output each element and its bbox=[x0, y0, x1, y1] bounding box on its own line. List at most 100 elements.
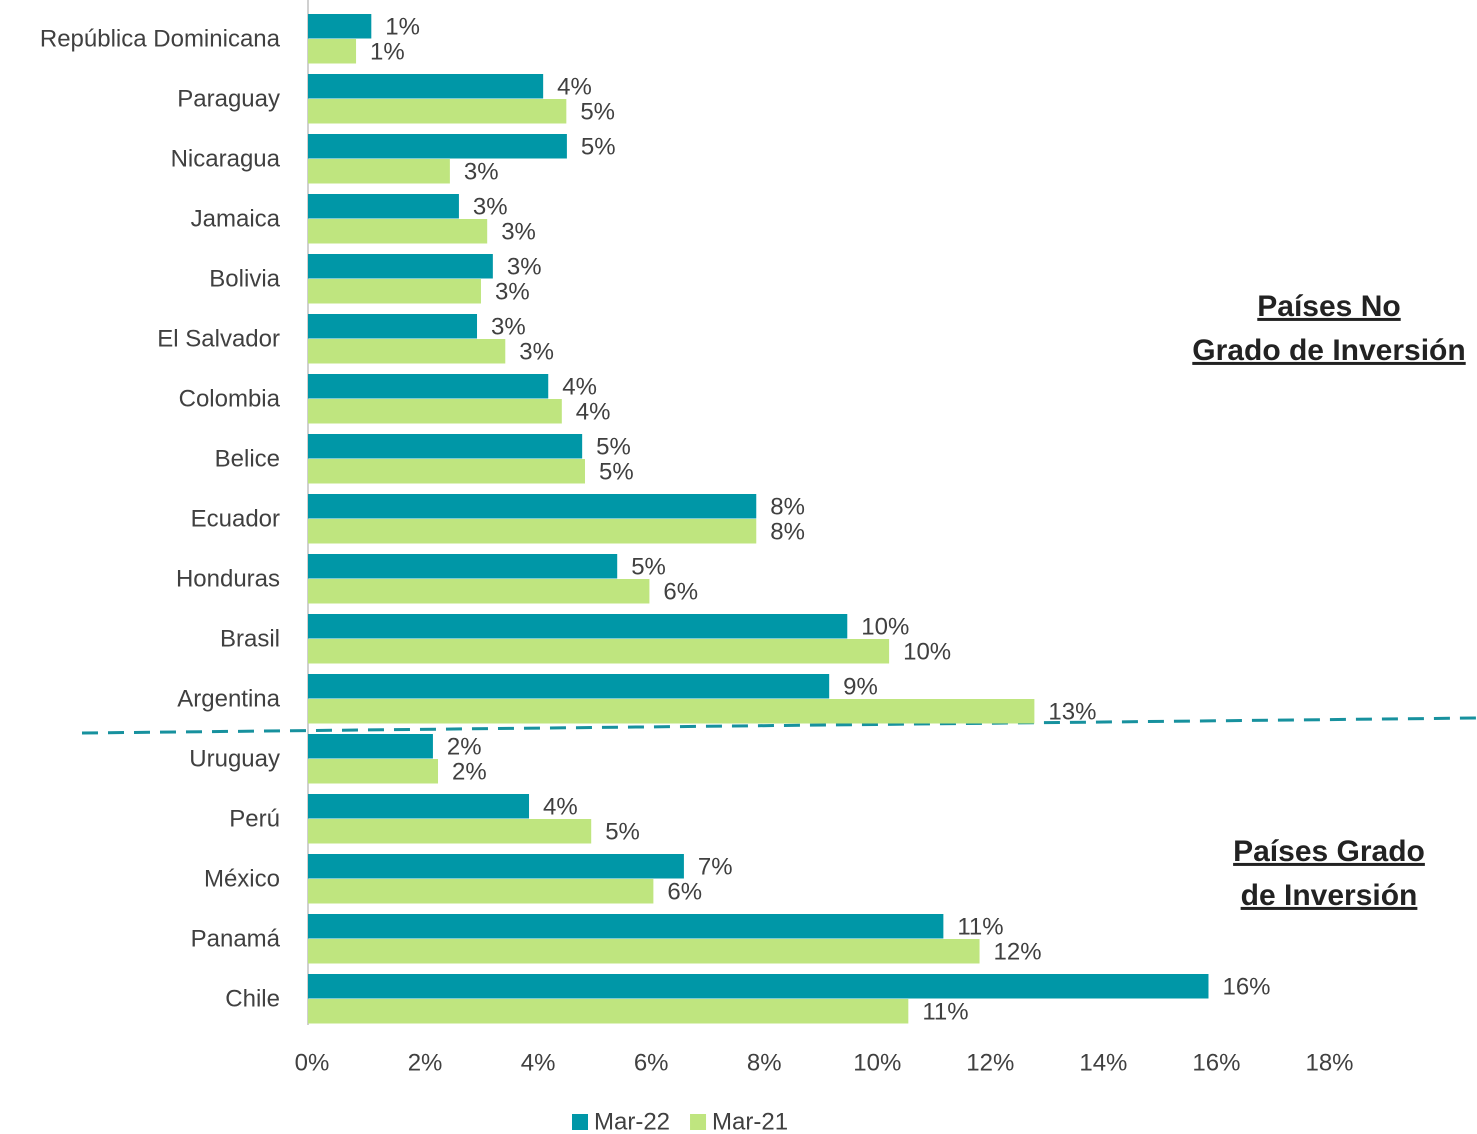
y-tick-label: Belice bbox=[215, 445, 280, 472]
x-tick-label: 12% bbox=[966, 1049, 1014, 1076]
bar bbox=[308, 699, 1035, 724]
y-tick-label: Argentina bbox=[177, 685, 280, 712]
data-label: 6% bbox=[663, 579, 698, 606]
legend-swatch bbox=[572, 1114, 588, 1130]
data-label: 9% bbox=[843, 674, 878, 701]
data-label: 10% bbox=[861, 614, 909, 641]
bar bbox=[308, 614, 848, 639]
legend-label: Mar-21 bbox=[712, 1108, 788, 1134]
data-label: 11% bbox=[957, 914, 1003, 941]
y-tick-label: Perú bbox=[229, 805, 280, 832]
bar bbox=[308, 519, 757, 544]
y-tick-label: Ecuador bbox=[191, 505, 280, 532]
data-label: 3% bbox=[507, 254, 542, 281]
y-tick-label: Honduras bbox=[176, 565, 280, 592]
bar bbox=[308, 674, 830, 699]
data-label: 3% bbox=[519, 339, 554, 366]
bar bbox=[308, 279, 481, 304]
data-label: 2% bbox=[447, 734, 482, 761]
bar bbox=[308, 819, 592, 844]
bar bbox=[308, 374, 549, 399]
data-label: 5% bbox=[631, 554, 666, 581]
bar bbox=[308, 99, 567, 124]
bar bbox=[308, 39, 357, 64]
legend-swatch bbox=[690, 1114, 707, 1130]
y-tick-label: Panamá bbox=[191, 925, 281, 952]
bar bbox=[308, 579, 650, 604]
bar bbox=[308, 759, 439, 784]
data-label: 5% bbox=[605, 819, 640, 846]
bar bbox=[308, 974, 1209, 999]
bar bbox=[308, 314, 478, 339]
bar bbox=[308, 339, 506, 364]
x-tick-label: 8% bbox=[747, 1049, 782, 1076]
y-tick-label: Brasil bbox=[220, 625, 280, 652]
data-label: 2% bbox=[452, 759, 487, 786]
bar bbox=[308, 434, 583, 459]
bar bbox=[308, 159, 450, 184]
data-label: 5% bbox=[596, 434, 631, 461]
y-tick-label: República Dominicana bbox=[40, 25, 281, 52]
y-tick-label: Colombia bbox=[179, 385, 281, 412]
data-label: 4% bbox=[557, 74, 592, 101]
data-label: 6% bbox=[667, 879, 702, 906]
bar bbox=[308, 219, 488, 244]
bar bbox=[308, 194, 459, 219]
bar bbox=[308, 999, 909, 1024]
bar bbox=[308, 459, 585, 484]
bar bbox=[308, 554, 618, 579]
data-label: 12% bbox=[994, 939, 1042, 966]
data-label: 3% bbox=[464, 159, 499, 186]
bar bbox=[308, 399, 562, 424]
data-label: 1% bbox=[385, 14, 420, 41]
data-label: 5% bbox=[580, 99, 615, 126]
y-tick-label: Jamaica bbox=[191, 205, 281, 232]
x-tick-label: 4% bbox=[521, 1049, 556, 1076]
data-label: 5% bbox=[581, 134, 616, 161]
x-tick-label: 16% bbox=[1192, 1049, 1240, 1076]
bar bbox=[308, 74, 544, 99]
data-label: 3% bbox=[491, 314, 526, 341]
x-tick-label: 14% bbox=[1079, 1049, 1127, 1076]
y-tick-label: Nicaragua bbox=[171, 145, 281, 172]
bar bbox=[308, 494, 757, 519]
annotation: de Inversión bbox=[1241, 879, 1418, 912]
data-label: 13% bbox=[1048, 699, 1096, 726]
data-label: 7% bbox=[698, 854, 733, 881]
y-tick-label: México bbox=[204, 865, 280, 892]
x-tick-label: 2% bbox=[408, 1049, 443, 1076]
bar bbox=[308, 254, 493, 279]
data-label: 10% bbox=[903, 639, 951, 666]
bar bbox=[308, 134, 567, 159]
data-label: 3% bbox=[501, 219, 536, 246]
bar bbox=[308, 939, 980, 964]
x-tick-label: 18% bbox=[1305, 1049, 1353, 1076]
annotation: Países No bbox=[1257, 290, 1400, 323]
y-tick-label: Chile bbox=[225, 985, 280, 1012]
y-tick-label: Paraguay bbox=[177, 85, 280, 112]
y-tick-label: El Salvador bbox=[157, 325, 280, 352]
data-label: 11% bbox=[922, 999, 968, 1026]
bar bbox=[308, 794, 530, 819]
data-label: 16% bbox=[1222, 974, 1270, 1001]
x-tick-label: 10% bbox=[853, 1049, 901, 1076]
data-label: 4% bbox=[576, 399, 611, 426]
bar bbox=[308, 854, 684, 879]
data-label: 8% bbox=[770, 519, 805, 546]
legend-label: Mar-22 bbox=[594, 1108, 670, 1134]
bar bbox=[308, 879, 654, 904]
data-label: 3% bbox=[473, 194, 508, 221]
y-tick-label: Uruguay bbox=[189, 745, 280, 772]
bar bbox=[308, 914, 944, 939]
data-label: 8% bbox=[770, 494, 805, 521]
data-label: 4% bbox=[562, 374, 597, 401]
x-tick-label: 0% bbox=[295, 1049, 330, 1076]
y-tick-label: Bolivia bbox=[209, 265, 280, 292]
annotation: Países Grado bbox=[1233, 835, 1425, 868]
bar bbox=[308, 639, 890, 664]
data-label: 3% bbox=[495, 279, 530, 306]
annotation: Grado de Inversión bbox=[1192, 334, 1465, 367]
bar bbox=[308, 734, 433, 759]
data-label: 5% bbox=[599, 459, 634, 486]
